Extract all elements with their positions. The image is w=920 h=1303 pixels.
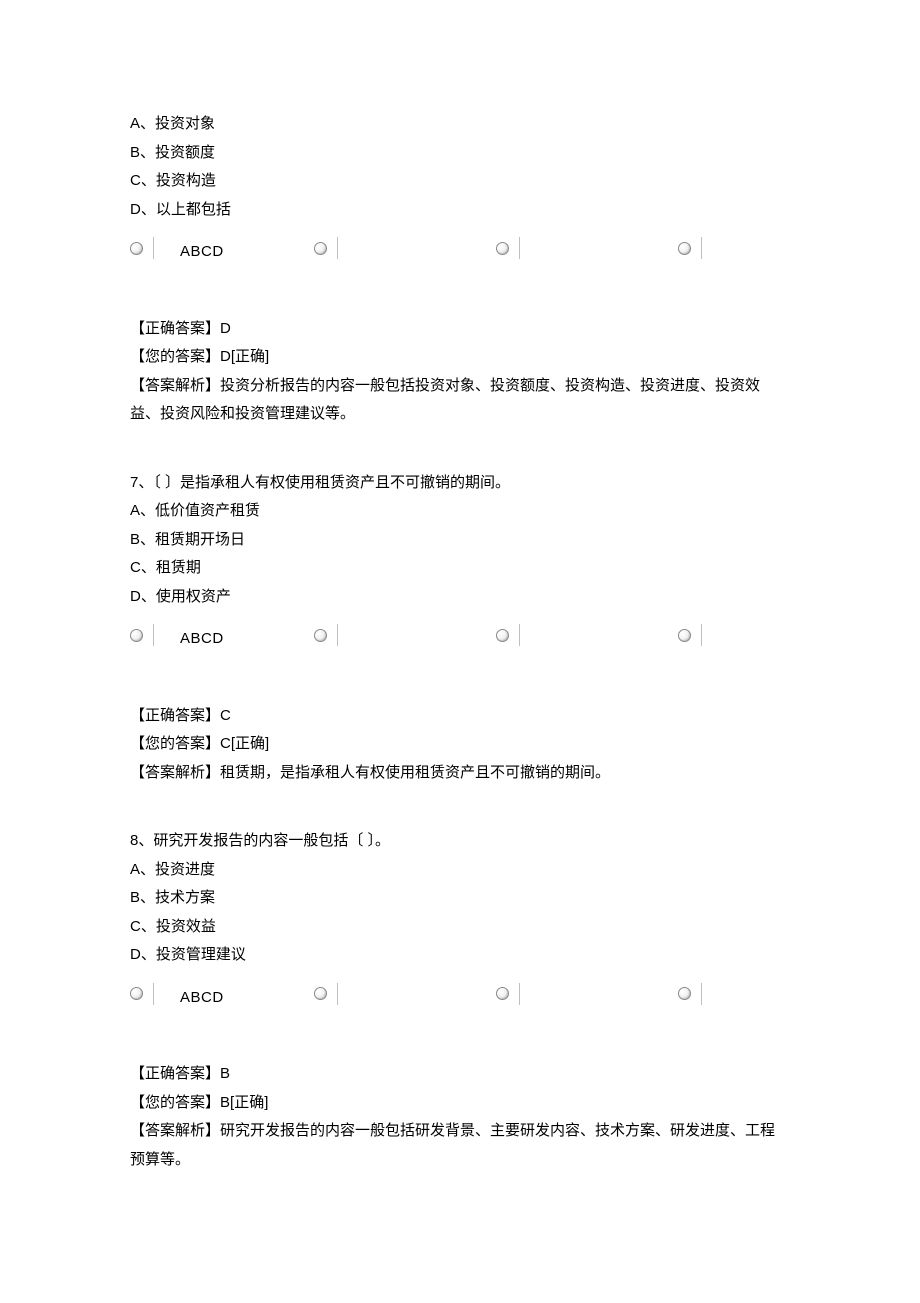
radio-icon[interactable] [130,987,143,1000]
q8-radio-row: ABCD [130,976,790,1013]
q8-option-b: B、技术方案 [130,884,790,913]
q7-option-b: B、租赁期开场日 [130,526,790,555]
divider-icon [519,983,520,1005]
divider-icon [519,624,520,646]
q6-correct-answer: 【正确答案】D [130,315,790,344]
q7-option-a: A、低价值资产租赁 [130,497,790,526]
radio-icon[interactable] [678,987,691,1000]
q8-explanation: 【答案解析】研究开发报告的内容一般包括研发背景、主要研发内容、技术方案、研发进度… [130,1117,790,1174]
q8-option-d: D、投资管理建议 [130,941,790,970]
q7-answer-block: 【正确答案】C 【您的答案】C[正确] 【答案解析】租赁期，是指承租人有权使用租… [130,702,790,788]
q7-stem: 7、〔 〕是指承租人有权使用租赁资产且不可撤销的期间。 [130,469,790,498]
q6-option-b: B、投资额度 [130,139,790,168]
q7-option-c: C、租赁期 [130,554,790,583]
q8-correct-answer: 【正确答案】B [130,1060,790,1089]
page-container: A、投资对象 B、投资额度 C、投资构造 D、以上都包括 ABCD 【正确答案】… [0,0,920,1303]
q6-option-c: C、投资构造 [130,167,790,196]
q8-option-a: A、投资进度 [130,856,790,885]
divider-icon [153,624,154,646]
q7-block: 7、〔 〕是指承租人有权使用租赁资产且不可撤销的期间。 A、低价值资产租赁 B、… [130,469,790,654]
q7-option-d: D、使用权资产 [130,583,790,612]
divider-icon [701,624,702,646]
q6-explanation: 【答案解析】投资分析报告的内容一般包括投资对象、投资额度、投资构造、投资进度、投… [130,372,790,429]
radio-icon[interactable] [496,987,509,1000]
q6-options: A、投资对象 B、投资额度 C、投资构造 D、以上都包括 ABCD [130,110,790,267]
q6-radio-row: ABCD [130,230,790,267]
q8-stem: 8、研究开发报告的内容一般包括〔 〕。 [130,827,790,856]
divider-icon [153,983,154,1005]
radio-icon[interactable] [496,629,509,642]
q7-correct-answer: 【正确答案】C [130,702,790,731]
q7-explanation: 【答案解析】租赁期，是指承租人有权使用租赁资产且不可撤销的期间。 [130,759,790,788]
q8-your-answer: 【您的答案】B[正确] [130,1089,790,1118]
q6-your-answer: 【您的答案】D[正确] [130,343,790,372]
q6-option-a: A、投资对象 [130,110,790,139]
divider-icon [701,983,702,1005]
divider-icon [519,237,520,259]
radio-icon[interactable] [496,242,509,255]
divider-icon [337,983,338,1005]
radio-icon[interactable] [314,629,327,642]
q8-block: 8、研究开发报告的内容一般包括〔 〕。 A、投资进度 B、技术方案 C、投资效益… [130,827,790,1012]
q7-radio-row: ABCD [130,617,790,654]
divider-icon [337,237,338,259]
q6-abcd-label: ABCD [180,230,224,267]
divider-icon [701,237,702,259]
q7-your-answer: 【您的答案】C[正确] [130,730,790,759]
radio-icon[interactable] [130,629,143,642]
radio-icon[interactable] [314,242,327,255]
divider-icon [153,237,154,259]
q7-abcd-label: ABCD [180,617,224,654]
q8-abcd-label: ABCD [180,976,224,1013]
q6-option-d: D、以上都包括 [130,196,790,225]
q6-answer-block: 【正确答案】D 【您的答案】D[正确] 【答案解析】投资分析报告的内容一般包括投… [130,315,790,429]
radio-icon[interactable] [130,242,143,255]
radio-icon[interactable] [678,629,691,642]
radio-icon[interactable] [314,987,327,1000]
radio-icon[interactable] [678,242,691,255]
divider-icon [337,624,338,646]
q8-answer-block: 【正确答案】B 【您的答案】B[正确] 【答案解析】研究开发报告的内容一般包括研… [130,1060,790,1174]
q8-option-c: C、投资效益 [130,913,790,942]
